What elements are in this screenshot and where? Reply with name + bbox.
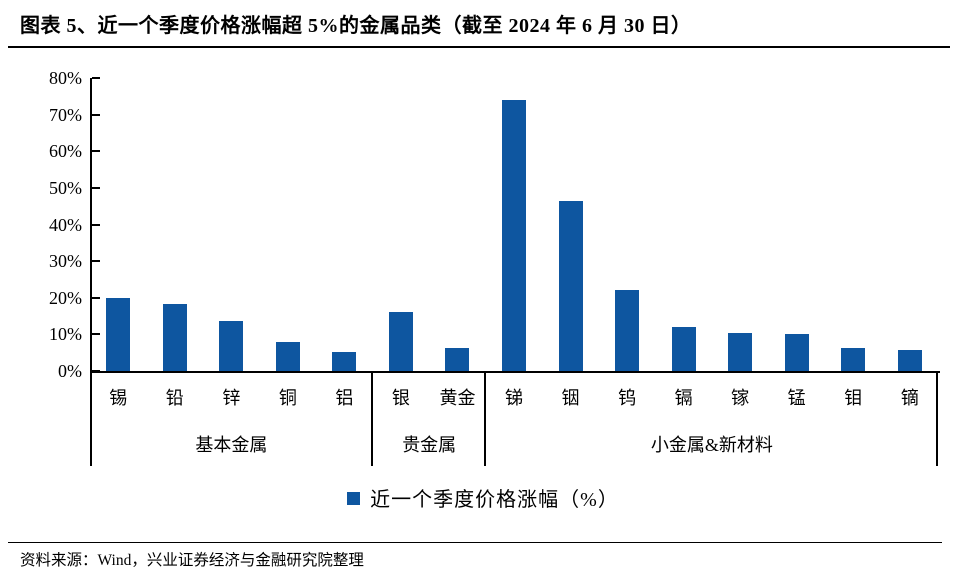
x-axis-line [90, 371, 940, 373]
category-label: 锰 [787, 388, 806, 408]
category-label: 铜 [278, 388, 297, 408]
legend-swatch-icon [347, 492, 361, 505]
chart-legend: 近一个季度价格涨幅（%） [0, 483, 966, 512]
category-label: 镓 [731, 388, 750, 408]
category-label: 镝 [900, 388, 919, 408]
bar-铅 [162, 303, 187, 371]
bar-镝 [897, 350, 922, 371]
category-label: 锑 [504, 388, 523, 408]
y-axis-tick-label: 40% [49, 214, 82, 235]
y-axis-tick-label: 20% [49, 287, 82, 308]
group-label: 基本金属 [195, 435, 268, 455]
y-axis-tick-label: 70% [49, 104, 82, 125]
y-axis-tick [92, 333, 100, 336]
category-label: 锌 [222, 388, 241, 408]
group-separator [483, 371, 486, 466]
y-axis-tick [92, 260, 100, 263]
bar-锑 [502, 99, 526, 371]
bar-黄金 [445, 348, 470, 371]
bar-钼 [841, 348, 866, 371]
bar-锰 [784, 334, 809, 371]
figure-title: 图表 5、近一个季度价格涨幅超 5%的金属品类（截至 2024 年 6 月 30… [20, 15, 692, 37]
legend-label: 近一个季度价格涨幅（%） [370, 489, 619, 511]
category-label: 镉 [674, 388, 693, 408]
bar-铝 [332, 352, 357, 371]
group-label: 小金属&新材料 [650, 435, 773, 455]
y-axis-tick [92, 77, 100, 79]
category-label: 锡 [109, 388, 128, 408]
y-axis-tick-label: 80% [49, 68, 82, 88]
y-axis-tick [92, 296, 100, 299]
category-label: 黄金 [439, 388, 476, 408]
category-label: 铅 [165, 388, 184, 408]
y-axis-tick-label: 10% [49, 324, 82, 345]
group-separator [370, 371, 373, 466]
bar-银 [388, 311, 413, 371]
bar-铟 [558, 201, 583, 371]
category-label: 银 [391, 388, 410, 408]
category-label: 铟 [561, 388, 580, 408]
bar-钨 [615, 289, 640, 371]
source-note: 资料来源：Wind，兴业证券经济与金融研究院整理 [20, 552, 364, 569]
bar-铜 [275, 342, 300, 371]
footer-divider [8, 542, 942, 543]
y-axis-tick-label: 0% [58, 361, 82, 381]
category-label: 铝 [335, 388, 354, 408]
bar-镉 [671, 327, 696, 371]
y-axis-tick-label: 50% [49, 177, 82, 198]
bar-镓 [728, 332, 753, 371]
y-axis-tick-label: 60% [49, 141, 82, 162]
group-label: 贵金属 [402, 435, 457, 455]
bar-锌 [219, 321, 244, 371]
y-axis-line [90, 78, 92, 466]
y-axis-tick [92, 370, 100, 372]
title-divider [8, 46, 950, 48]
y-axis-tick-label: 30% [49, 251, 82, 272]
category-label: 钼 [844, 388, 863, 408]
category-label: 钨 [618, 388, 637, 408]
y-axis-tick [92, 150, 100, 153]
bar-锡 [106, 297, 131, 371]
y-axis-tick [92, 113, 100, 116]
y-axis-tick [92, 186, 100, 189]
y-axis-tick [92, 223, 100, 226]
group-separator [936, 371, 938, 466]
